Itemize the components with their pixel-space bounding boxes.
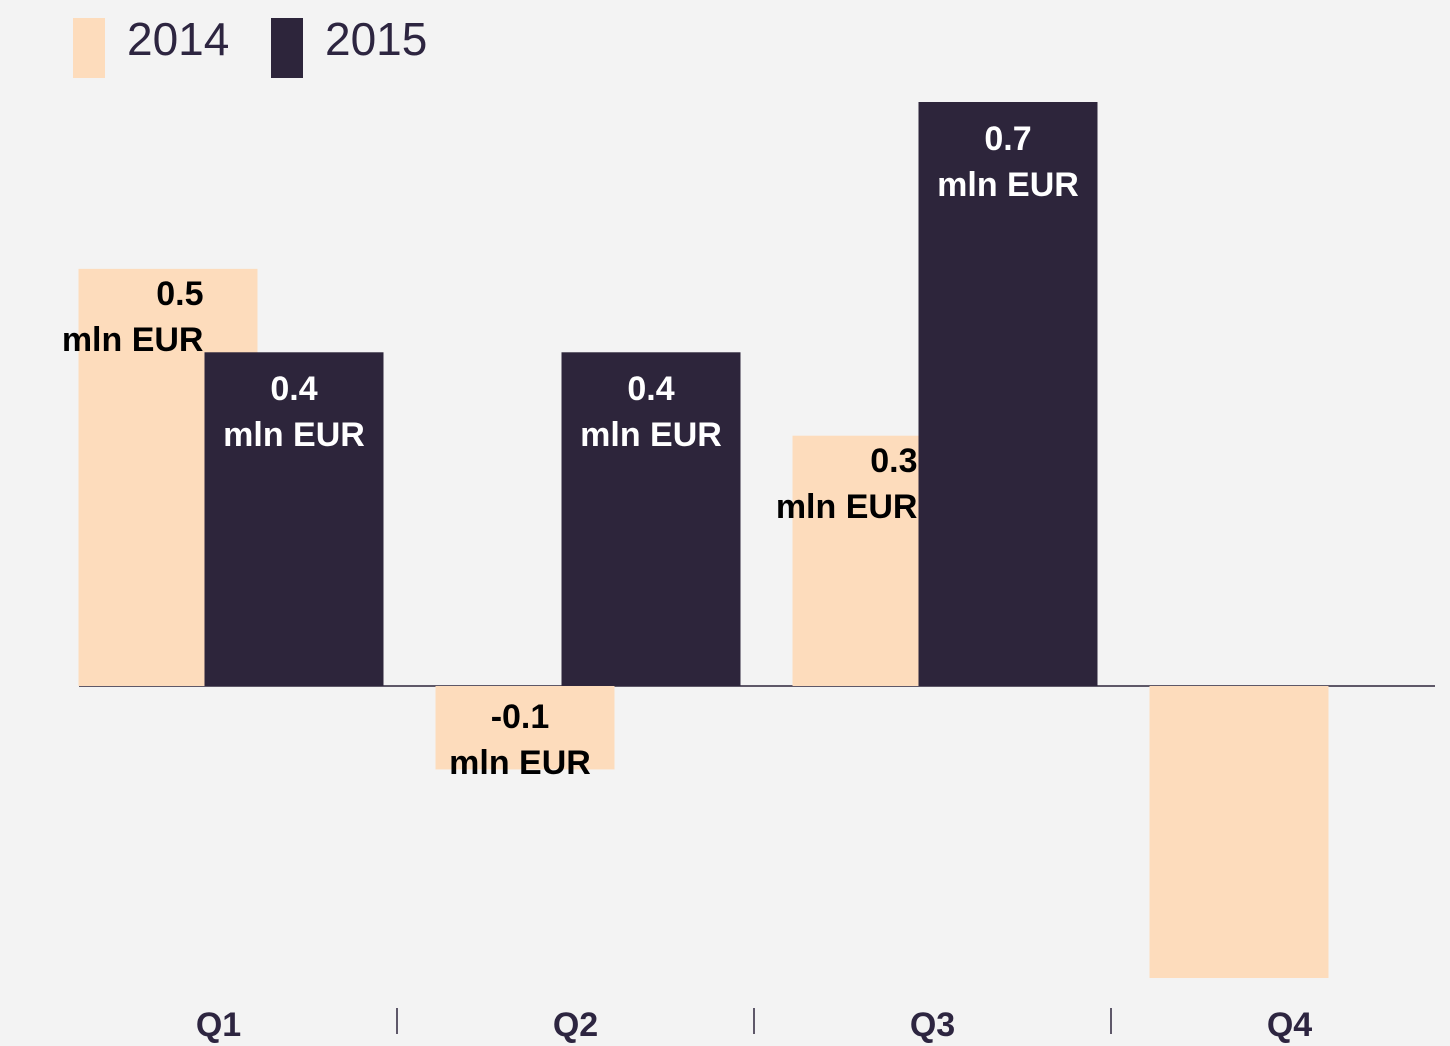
legend-label: 2014 <box>127 13 230 65</box>
x-tick-label: Q2 <box>552 1006 599 1044</box>
bar <box>204 352 384 686</box>
bar <box>918 102 1098 686</box>
value-label: 0.7 mln EUR <box>937 120 1079 204</box>
value-label: -0.1 mln EUR <box>449 698 591 782</box>
value-label: 0.4 mln EUR <box>223 370 365 455</box>
x-tick-label: Q4 <box>1266 1006 1313 1044</box>
value-label: 0.5 mln EUR <box>61 274 204 359</box>
legend-swatch <box>271 18 303 78</box>
value-label: 0.4 mln EUR <box>580 370 722 455</box>
x-tick-label: Q1 <box>195 1006 242 1044</box>
legend-swatch <box>73 18 105 78</box>
x-tick-label: Q3 <box>909 1006 956 1044</box>
legend-label: 2015 <box>325 13 428 65</box>
bar <box>1149 686 1329 978</box>
bar <box>435 686 615 770</box>
bar <box>561 352 741 686</box>
value-label: 0.3 mln EUR <box>775 441 918 526</box>
